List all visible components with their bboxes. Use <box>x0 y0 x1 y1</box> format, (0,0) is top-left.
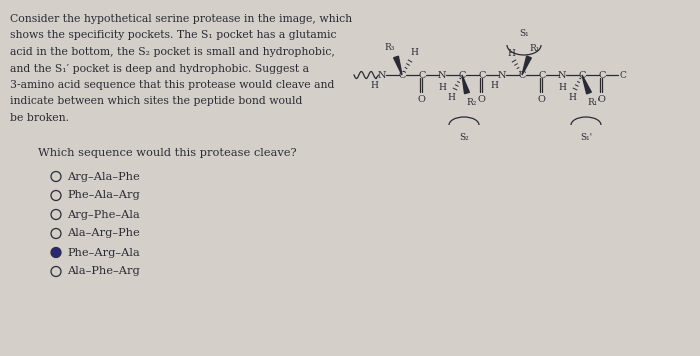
Polygon shape <box>522 56 531 75</box>
Text: O: O <box>477 95 485 105</box>
Text: C: C <box>478 70 486 79</box>
Text: O: O <box>597 95 605 105</box>
Text: N: N <box>438 70 447 79</box>
Text: R₂: R₂ <box>467 98 477 107</box>
Text: H: H <box>447 93 455 102</box>
Polygon shape <box>393 56 402 75</box>
Text: Which sequence would this protease cleave?: Which sequence would this protease cleav… <box>38 147 297 157</box>
Text: H: H <box>507 49 515 58</box>
Text: 3-amino acid sequence that this protease would cleave and: 3-amino acid sequence that this protease… <box>10 80 335 90</box>
Text: Phe–Ala–Arg: Phe–Ala–Arg <box>67 190 140 200</box>
Text: C: C <box>538 70 546 79</box>
Text: indicate between which sites the peptide bond would: indicate between which sites the peptide… <box>10 96 302 106</box>
Text: shows the specificity pockets. The S₁ pocket has a glutamic: shows the specificity pockets. The S₁ po… <box>10 31 337 41</box>
Text: H: H <box>558 83 566 91</box>
Text: Phe–Arg–Ala: Phe–Arg–Ala <box>67 247 140 257</box>
Text: R₁': R₁' <box>587 98 601 107</box>
Text: C: C <box>419 70 426 79</box>
Text: R₁: R₁ <box>530 44 540 53</box>
Text: be broken.: be broken. <box>10 113 69 123</box>
Text: R₃: R₃ <box>385 43 396 52</box>
Circle shape <box>52 248 60 257</box>
Text: Consider the hypothetical serine protease in the image, which: Consider the hypothetical serine proteas… <box>10 14 352 24</box>
Text: H: H <box>568 93 576 102</box>
Text: H: H <box>438 83 446 91</box>
Text: H: H <box>370 80 378 89</box>
Text: C: C <box>598 70 606 79</box>
Text: and the S₁′ pocket is deep and hydrophobic. Suggest a: and the S₁′ pocket is deep and hydrophob… <box>10 63 309 73</box>
Text: C: C <box>458 70 466 79</box>
Text: Arg–Phe–Ala: Arg–Phe–Ala <box>67 209 140 220</box>
Text: N: N <box>498 70 506 79</box>
Text: C: C <box>518 70 526 79</box>
Text: S₁': S₁' <box>580 132 592 141</box>
Text: S₁: S₁ <box>519 28 528 37</box>
Text: N: N <box>558 70 566 79</box>
Text: S₂: S₂ <box>459 132 469 141</box>
Text: C: C <box>398 70 406 79</box>
Text: N: N <box>378 70 386 79</box>
Text: H: H <box>410 48 418 57</box>
Text: O: O <box>537 95 545 105</box>
Text: Arg–Ala–Phe: Arg–Ala–Phe <box>67 172 140 182</box>
Text: Ala–Arg–Phe: Ala–Arg–Phe <box>67 229 140 239</box>
Polygon shape <box>582 75 591 94</box>
Text: O: O <box>417 95 425 105</box>
Text: acid in the bottom, the S₂ pocket is small and hydrophobic,: acid in the bottom, the S₂ pocket is sma… <box>10 47 335 57</box>
Text: C: C <box>619 70 626 79</box>
Text: Ala–Phe–Arg: Ala–Phe–Arg <box>67 267 140 277</box>
Text: C: C <box>578 70 586 79</box>
Text: H: H <box>490 80 498 89</box>
Polygon shape <box>462 75 470 94</box>
